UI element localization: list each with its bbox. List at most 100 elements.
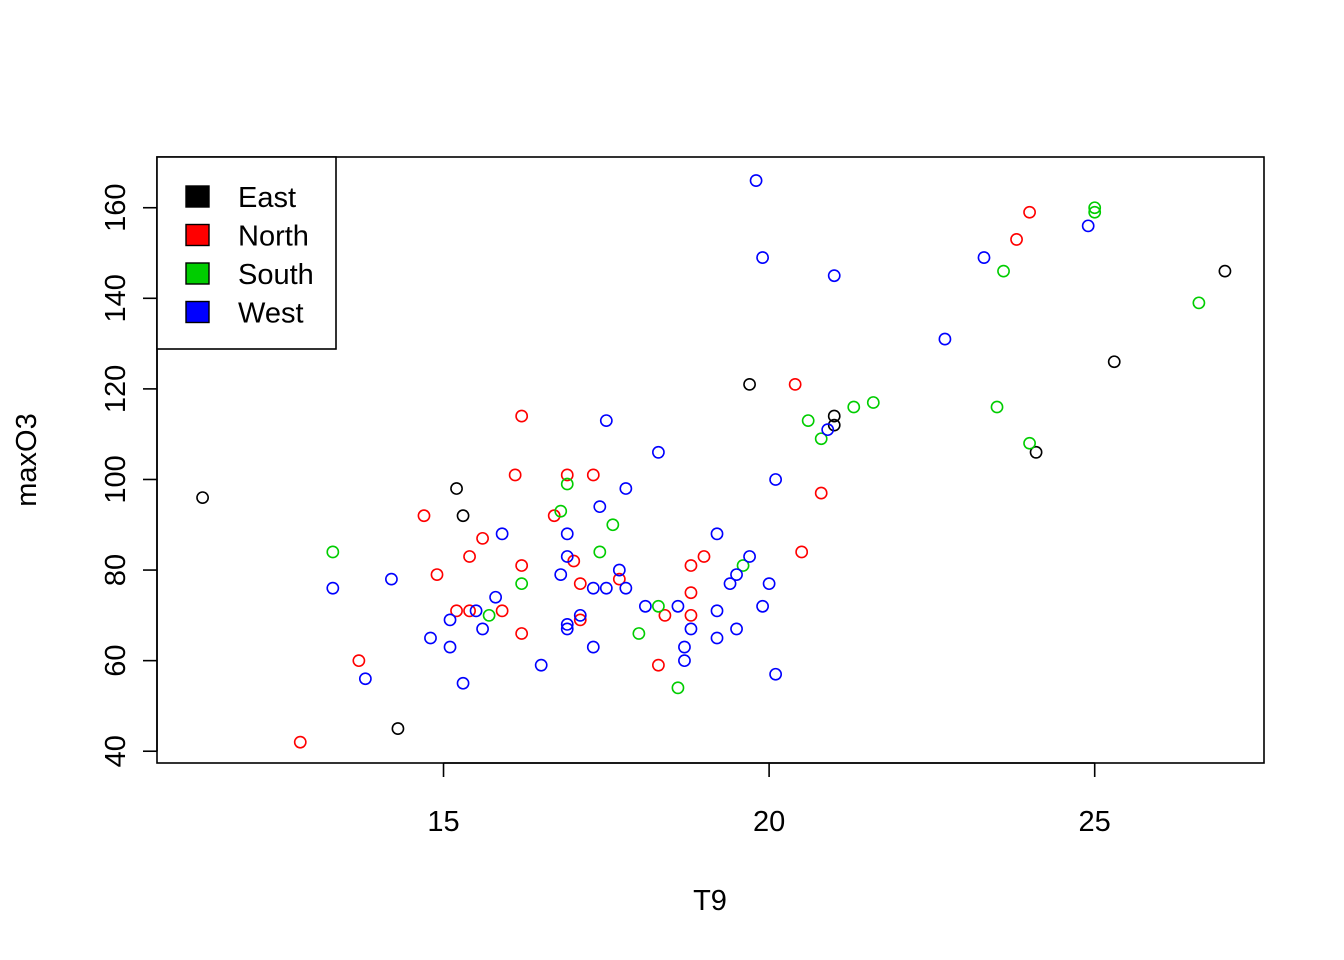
point-east (827, 409, 841, 423)
point-west (489, 590, 503, 604)
point-west (756, 599, 769, 613)
point-north (476, 531, 489, 545)
point-west (560, 618, 574, 631)
point-north (652, 658, 665, 672)
point-south (515, 577, 529, 591)
point-west (424, 631, 437, 645)
legend-label-north: North (238, 221, 309, 253)
point-east (827, 418, 841, 432)
point-south (866, 396, 880, 409)
point-north (417, 509, 431, 523)
point-west (710, 604, 724, 618)
x-tick-label: 15 (427, 806, 459, 838)
point-west (671, 599, 685, 613)
point-west (560, 527, 574, 541)
point-east (1029, 445, 1043, 459)
point-east (196, 491, 209, 504)
point-north (658, 608, 672, 622)
point-west (599, 414, 613, 427)
y-tick-label: 60 (100, 645, 132, 677)
point-west (652, 445, 665, 459)
point-south (1192, 296, 1206, 310)
point-south (990, 400, 1004, 414)
y-tick-label: 140 (100, 274, 132, 322)
point-south (560, 477, 574, 491)
point-west (821, 423, 835, 437)
point-north (463, 550, 476, 563)
point-west (619, 482, 633, 495)
point-north (684, 559, 698, 572)
y-tick-label: 160 (100, 184, 132, 232)
point-west (619, 581, 633, 595)
point-north (508, 468, 522, 482)
point-south (1088, 201, 1102, 215)
point-west (573, 608, 587, 622)
point-north (684, 608, 698, 622)
point-west (730, 622, 743, 636)
point-west (756, 251, 769, 264)
legend-label-east: East (238, 182, 296, 214)
point-north (573, 577, 587, 591)
point-south (997, 264, 1010, 278)
point-north (560, 468, 574, 482)
y-tick-label: 40 (100, 735, 132, 767)
y-tick-label: 80 (100, 554, 132, 586)
point-west (593, 500, 607, 514)
data-points (196, 174, 1232, 749)
point-west (358, 672, 372, 686)
point-west (1081, 219, 1095, 233)
legend-label-west: West (238, 298, 304, 330)
point-west (326, 581, 340, 595)
point-north (697, 550, 711, 563)
point-north (788, 377, 802, 391)
point-west (469, 604, 483, 618)
legend-swatch-south (185, 262, 210, 285)
legend-swatch-north (185, 223, 210, 247)
point-west (678, 654, 691, 668)
point-west (554, 568, 568, 581)
point-south (482, 608, 496, 622)
point-north (795, 545, 809, 559)
point-east (1107, 355, 1121, 369)
point-north (495, 604, 509, 618)
point-west (560, 550, 574, 563)
point-south (671, 681, 685, 695)
point-south (326, 545, 340, 559)
point-west (443, 640, 457, 654)
point-south (554, 504, 568, 518)
point-west (723, 577, 737, 591)
point-south (801, 414, 815, 427)
point-west (456, 676, 470, 690)
point-west (495, 527, 509, 541)
legend-swatch-east (185, 185, 210, 208)
x-tick-label: 25 (1079, 806, 1111, 838)
point-west (938, 332, 952, 346)
point-east (1218, 264, 1232, 278)
point-north (515, 409, 529, 423)
point-north (1010, 233, 1023, 246)
point-east (450, 482, 463, 495)
point-north (293, 735, 307, 749)
point-north (515, 559, 529, 572)
point-west (678, 640, 691, 654)
point-east (456, 509, 470, 523)
point-south (847, 400, 861, 414)
point-west (749, 174, 763, 187)
legend: East North South West (156, 156, 337, 350)
point-west (638, 599, 652, 613)
y-tick-label: 100 (100, 455, 132, 503)
point-west (385, 572, 398, 586)
point-north (612, 572, 626, 586)
y-tick-label: 120 (100, 365, 132, 413)
point-north (567, 554, 581, 568)
point-south (606, 518, 620, 532)
point-north (684, 586, 698, 600)
point-north (430, 568, 444, 581)
point-north (814, 486, 828, 500)
point-south (814, 432, 828, 446)
point-south (736, 559, 750, 572)
y-axis: 40 60 80 100 120 140 160 (100, 184, 158, 767)
point-west (586, 581, 600, 595)
point-west (977, 251, 991, 264)
